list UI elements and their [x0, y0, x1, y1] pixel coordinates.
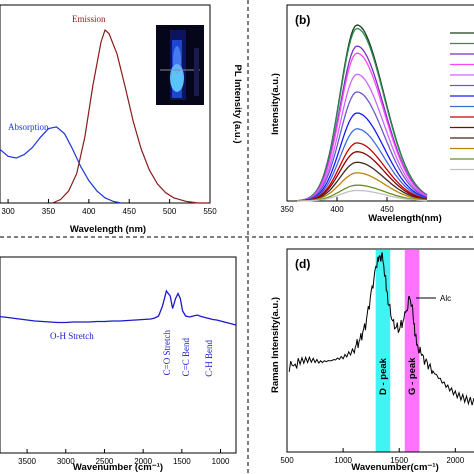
panel-b-xtick-label: 400	[330, 205, 344, 214]
panel-b-xtick-label: 350	[280, 205, 294, 214]
panel-a-emission-label: Emission	[72, 14, 106, 24]
panel-a-ylabel: PL Intensity (a.u.)	[232, 64, 243, 143]
annotation-ch-bend: C-H Bend	[204, 340, 214, 377]
panel-d-label: (d)	[295, 257, 310, 271]
panel-d-xtick-label: 1000	[334, 456, 352, 465]
panel-c-xtick-label: 1500	[173, 457, 191, 466]
panel-b-xtick-label: 450	[380, 205, 394, 214]
panel-d-xtick-label: 500	[280, 456, 294, 465]
panel-a: 300 350 400 450 500 550 Absorption Emission W…	[0, 4, 243, 235]
panel-a-xtick-label: 400	[82, 207, 96, 216]
panel-c-xtick-label: 1000	[212, 457, 230, 466]
panel-d-series	[288, 252, 474, 406]
band-g-peak-label: G - peak	[407, 357, 418, 395]
panel-b-ylabel: Intensity(a.u.)	[270, 73, 281, 135]
panel-a-xtick-label: 500	[163, 207, 177, 216]
panel-a-series-0	[0, 126, 122, 204]
panel-a-xtick-label: 450	[123, 207, 137, 216]
panel-a-xtick-label: 350	[42, 207, 56, 216]
panel-b: 350 400 450 (b) Wavelength(nm) Intensity(a…	[270, 4, 474, 224]
panel-b-frame	[286, 4, 474, 202]
panel-d-band-1	[404, 250, 420, 452]
panel-c-xtick-label: 3000	[57, 457, 75, 466]
panel-d-xtick-label: 1500	[390, 456, 408, 465]
panel-a-xtick-label: 550	[203, 207, 217, 216]
panel-b-series-3	[296, 52, 428, 202]
panel-d: 500 1000 1500 2000 (d) Alc D - peak G - pea…	[270, 248, 474, 473]
panel-d-frame	[286, 248, 474, 453]
annotation-oh-stretch: O-H Stretch	[50, 331, 94, 341]
panel-d-xlabel: Wavenumber(cm⁻¹)	[351, 462, 439, 473]
panel-b-series-13	[297, 189, 427, 202]
panel-a-series-1	[52, 28, 210, 204]
panel-b-series-6	[296, 112, 428, 202]
panel-d-ylabel: Raman Intensity(a.u.)	[270, 297, 281, 393]
panel-b-series-5	[296, 91, 428, 202]
panel-c-xtick-label: 2500	[96, 457, 114, 466]
panel-b-series-7	[296, 128, 428, 202]
panel-b-series-4	[296, 73, 428, 202]
panel-b-legend	[450, 32, 474, 171]
panel-c: 3500 3000 2500 2000 1500 1000 O-H Stretch C=O…	[0, 256, 237, 473]
panel-a-frame	[0, 4, 211, 204]
panel-b-series-9	[297, 151, 428, 202]
panel-a-xtick-label: 300	[1, 207, 15, 216]
panel-b-series-11	[297, 172, 428, 202]
panel-d-band-0	[375, 250, 391, 452]
panel-c-xlabel: Wavenumber (cm⁻¹)	[73, 462, 163, 473]
panel-b-series-10	[297, 161, 428, 202]
panel-b-series-1	[296, 27, 428, 202]
panel-a-absorption-label: Absorption	[8, 122, 49, 132]
panel-d-xtick-label: 2000	[446, 456, 464, 465]
annotation-cc-bend: C=C Bend	[181, 338, 191, 377]
panel-b-xlabel: Wavelength(nm)	[368, 213, 442, 224]
panel-b-series-2	[296, 45, 428, 202]
annotation-co-stretch: C=O Stretch	[162, 330, 172, 376]
panel-a-xlabel: Wavelength (nm)	[70, 224, 146, 235]
panel-c-frame	[0, 256, 237, 454]
panel-c-series	[0, 289, 237, 326]
panel-c-xtick-label: 2000	[134, 457, 152, 466]
panel-d-legend-label: Alc	[440, 294, 451, 303]
panel-c-xtick-label: 3500	[18, 457, 36, 466]
band-d-peak-label: D - peak	[378, 357, 389, 395]
cuvette-photo-inset	[156, 25, 204, 105]
panel-b-label: (b)	[295, 13, 310, 27]
